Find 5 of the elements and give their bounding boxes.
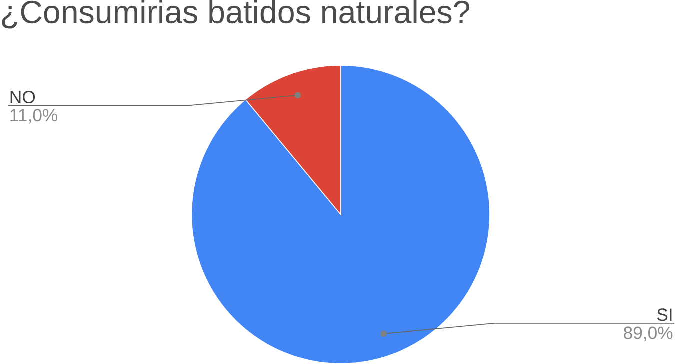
- chart-title: ¿Consumirias batidos naturales?: [2, 0, 470, 29]
- slice-label: SI: [657, 308, 672, 322]
- data-label: 89,0%: [624, 326, 673, 342]
- slice-label: NO: [10, 90, 36, 104]
- data-label: 11,0%: [10, 109, 58, 124]
